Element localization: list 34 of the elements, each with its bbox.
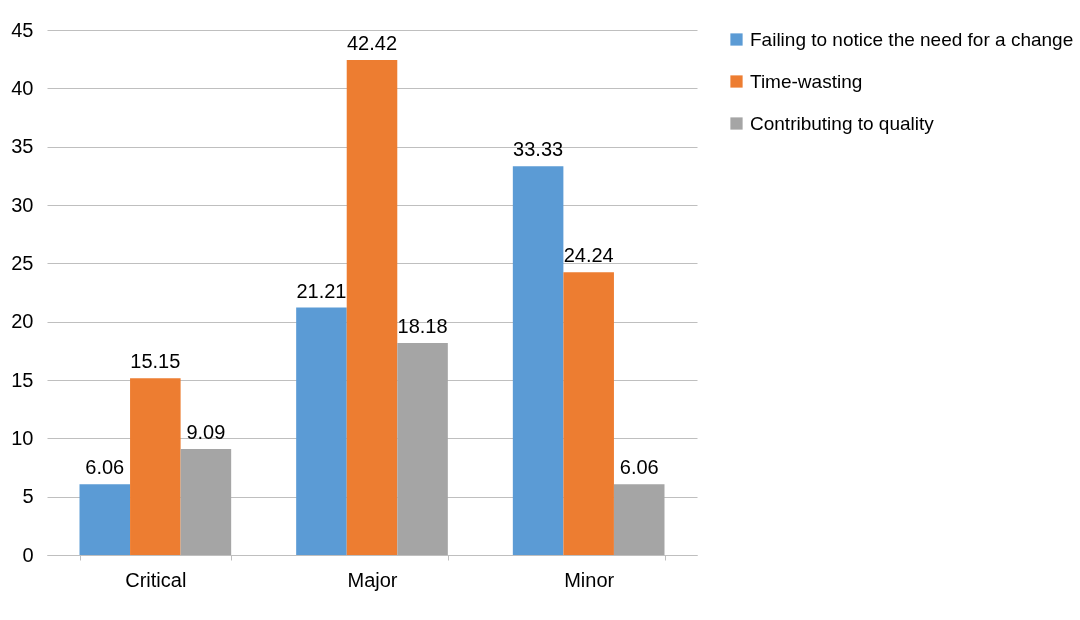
legend-label: Failing to notice the need for a change xyxy=(750,28,1074,50)
bar xyxy=(563,272,614,555)
bar xyxy=(346,60,398,555)
x-tick-label: Critical xyxy=(125,568,187,591)
legend-label: Contributing to quality xyxy=(750,112,935,134)
bar xyxy=(512,166,564,555)
data-label: 42.42 xyxy=(346,32,398,55)
y-tick-label: 5 xyxy=(22,485,34,508)
y-tick-label: 10 xyxy=(11,426,34,449)
bar xyxy=(613,484,665,555)
data-label: 33.33 xyxy=(513,138,564,161)
bar xyxy=(79,484,131,555)
y-tick-label: 0 xyxy=(22,543,34,566)
bar xyxy=(180,448,232,555)
data-label: 18.18 xyxy=(397,314,448,337)
x-tick-label: Major xyxy=(347,568,398,591)
bar xyxy=(397,342,448,555)
y-tick-label: 45 xyxy=(11,18,34,41)
data-label: 24.24 xyxy=(563,244,614,267)
y-tick-label: 30 xyxy=(11,193,34,216)
y-tick-label: 35 xyxy=(11,135,34,158)
y-tick-label: 20 xyxy=(11,310,34,333)
bar xyxy=(296,307,347,555)
data-label: 6.06 xyxy=(619,456,659,479)
bar xyxy=(130,378,181,555)
legend-label: Time-wasting xyxy=(750,70,863,92)
y-tick-label: 15 xyxy=(11,368,34,391)
data-label: 6.06 xyxy=(85,456,125,479)
data-label: 9.09 xyxy=(186,420,226,443)
y-tick-label: 40 xyxy=(11,76,34,99)
data-label: 15.15 xyxy=(130,350,181,373)
data-label: 21.21 xyxy=(296,279,347,302)
x-tick-label: Minor xyxy=(564,568,615,591)
y-tick-label: 25 xyxy=(11,251,34,274)
